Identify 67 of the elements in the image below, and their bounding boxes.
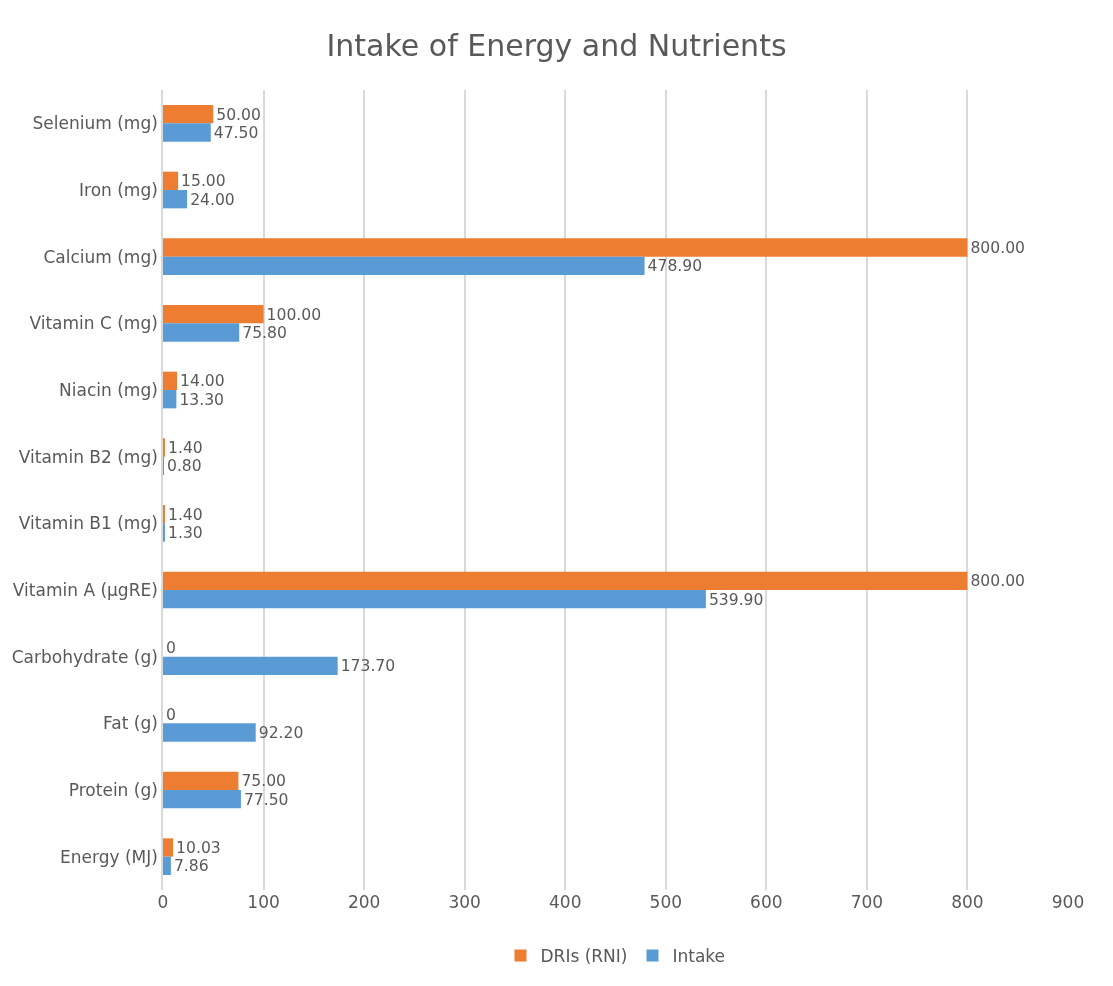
- data-label: 92.20: [258, 724, 304, 742]
- bar: [163, 190, 188, 209]
- x-tick-label: 400: [548, 892, 582, 912]
- y-tick-label: Vitamin A (μgRE): [12, 579, 158, 600]
- bar: [163, 305, 264, 324]
- y-tick-label: Energy (MJ): [59, 846, 158, 867]
- bar: [163, 105, 214, 124]
- legend-label: Intake: [672, 946, 726, 967]
- data-label: 47.50: [213, 124, 259, 142]
- data-label: 800.00: [970, 572, 1025, 591]
- bar: [163, 323, 240, 342]
- data-label: 15.00: [181, 172, 226, 191]
- y-tick-label: Vitamin B1 (mg): [18, 513, 158, 534]
- bar: [163, 856, 171, 875]
- bar: [163, 590, 706, 609]
- y-tick-label: Carbohydrate (g): [11, 646, 158, 667]
- data-label: 1.40: [168, 505, 203, 524]
- data-label: 539.90: [708, 590, 764, 609]
- data-label: 10.03: [176, 839, 221, 857]
- bar: [163, 171, 179, 190]
- y-tick-label: Niacin (mg): [59, 379, 158, 400]
- data-label: 173.70: [340, 657, 396, 676]
- x-tick-label: 700: [850, 892, 884, 912]
- data-label: 50.00: [216, 105, 261, 124]
- data-label: 0: [166, 705, 176, 724]
- data-label: 100.00: [266, 305, 322, 324]
- bar: [163, 838, 174, 857]
- bar: [163, 790, 241, 809]
- data-label: 0.80: [167, 457, 202, 476]
- bar: [163, 771, 239, 790]
- data-label: 800.00: [970, 239, 1025, 257]
- x-tick-label: 500: [649, 892, 683, 912]
- bar: [163, 238, 968, 257]
- bar: [163, 123, 211, 142]
- y-tick-label: Fat (g): [103, 713, 158, 734]
- data-label: 1.40: [168, 439, 203, 457]
- bar: [163, 390, 177, 409]
- y-tick-label: Vitamin C (mg): [29, 313, 158, 334]
- legend-label: DRIs (RNI): [540, 946, 628, 967]
- y-tick-label: Selenium (mg): [32, 113, 158, 134]
- bar: [163, 656, 338, 675]
- data-label: 13.30: [179, 390, 224, 409]
- data-label: 7.86: [173, 857, 209, 876]
- data-label: 0: [166, 639, 176, 657]
- bar: [163, 371, 178, 390]
- y-tick-label: Iron (mg): [79, 179, 158, 200]
- data-label: 14.00: [180, 372, 225, 391]
- x-tick-label: 0: [157, 892, 169, 912]
- x-tick-label: 800: [951, 892, 984, 912]
- data-label: 75.80: [242, 324, 287, 342]
- data-label: 1.30: [168, 524, 203, 542]
- bar: [163, 256, 645, 275]
- data-label: 75.00: [241, 772, 287, 791]
- bar: [163, 571, 968, 590]
- x-tick-label: 300: [448, 892, 481, 912]
- y-tick-label: Calcium (mg): [43, 246, 158, 267]
- x-tick-label: 900: [1051, 892, 1085, 912]
- x-tick-label: 200: [347, 892, 381, 912]
- data-label: 24.00: [190, 190, 235, 209]
- data-label: 77.50: [243, 790, 289, 809]
- x-tick-label: 100: [247, 892, 280, 912]
- bar: [163, 723, 256, 742]
- data-label: 478.90: [647, 257, 703, 276]
- y-tick-label: Vitamin B2 (mg): [18, 446, 158, 467]
- chart-title: Intake of Energy and Nutrients: [326, 27, 787, 63]
- y-tick-label: Protein (g): [68, 779, 158, 800]
- x-tick-label: 600: [750, 892, 783, 912]
